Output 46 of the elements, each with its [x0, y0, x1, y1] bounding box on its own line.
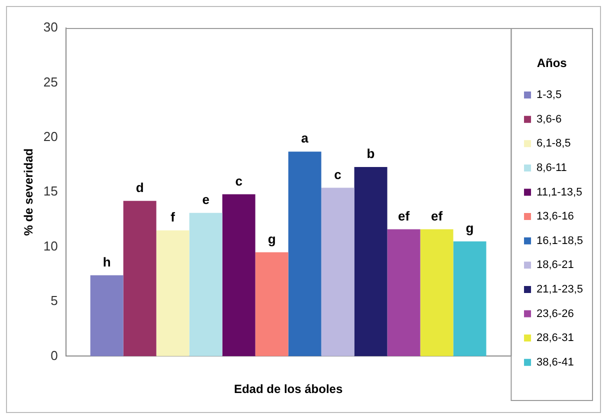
bar	[288, 152, 322, 356]
data-label: c	[235, 173, 242, 188]
data-label: f	[170, 209, 176, 224]
legend-label: 16,1-18,5	[536, 234, 584, 247]
data-label: ef	[430, 208, 444, 224]
data-label: c	[334, 166, 342, 182]
y-tick-label: 25	[43, 74, 58, 90]
legend-label: 1-3,5	[536, 89, 562, 102]
bar	[222, 194, 256, 356]
data-label: g	[466, 220, 474, 236]
bar	[387, 229, 420, 356]
bar	[321, 188, 354, 356]
y-tick-label: 15	[43, 184, 58, 199]
bar	[354, 166, 388, 356]
y-tick-label: 30	[43, 20, 58, 35]
bar	[90, 275, 124, 356]
legend-title: Años	[536, 56, 568, 70]
legend-label: 28,6-31	[536, 332, 574, 344]
legend-label: 11,1-13,5	[536, 186, 582, 198]
data-label: a	[301, 130, 310, 146]
data-label: h	[102, 254, 111, 270]
y-tick-label: 20	[43, 128, 58, 144]
y-tick-label: 10	[43, 238, 58, 254]
data-label: d	[136, 180, 144, 195]
bar	[123, 200, 156, 356]
legend-label: 3,6-6	[536, 113, 562, 126]
data-label: e	[202, 192, 210, 207]
legend-label: 13,6-16	[536, 210, 574, 223]
x-axis-title: Edad de los áboles	[234, 382, 343, 396]
legend-label: 21,1-23,5	[536, 283, 584, 296]
legend-label: 23,6-26	[536, 308, 574, 320]
bar	[255, 252, 288, 356]
legend-label: 8,6-11	[536, 162, 567, 174]
legend-label: 18,6-21	[536, 259, 574, 272]
legend-label: 6,1-8,5	[536, 138, 571, 150]
bar	[453, 241, 486, 356]
data-label: g	[268, 231, 276, 246]
legend-label: 38,6-41	[536, 356, 574, 368]
bar	[189, 212, 222, 356]
bar	[420, 229, 454, 356]
y-tick-label: 5	[50, 293, 58, 308]
data-label: b	[366, 146, 375, 162]
data-label: ef	[398, 208, 410, 224]
y-axis-title: % de severidad	[22, 148, 36, 236]
bar	[156, 230, 190, 356]
y-tick-label: 0	[50, 348, 58, 363]
